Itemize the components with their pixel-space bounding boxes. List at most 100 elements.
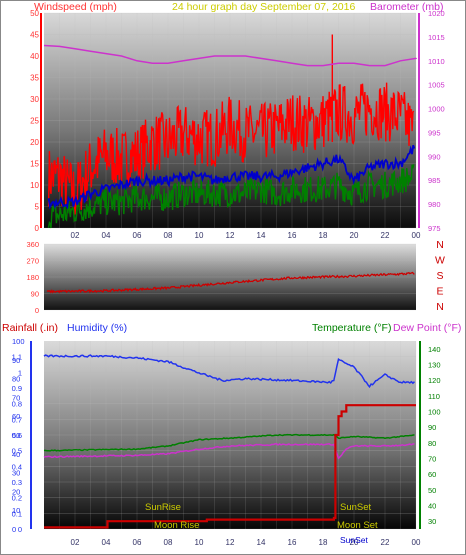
hour-tick-label: 00 [412,231,421,240]
windspeed-tick-label: 20 [30,138,39,147]
rainfall-tick-label: 0.1 [12,509,22,518]
windspeed-gust-line [47,82,415,215]
hour-tick-label: 08 [164,538,173,547]
hour-tick-label: 14 [257,231,266,240]
temperature-tick-label: 70 [428,455,436,464]
temperature-tick-label: 140 [428,345,441,354]
barometer-tick-label: 975 [428,224,441,233]
windspeed-tick-label: 10 [30,181,39,190]
barometer-tick-label: 1020 [428,9,445,18]
moonrise-label: Moon Rise [154,520,199,531]
compass-label: S [436,270,443,282]
temperature-line [43,433,415,452]
humidity-tick-label: 70 [12,393,20,402]
humidity-tick-label: 90 [12,356,20,365]
moonset-label: Moon Set [337,520,378,531]
barometer-tick-label: 980 [428,200,441,209]
barometer-tick-label: 1000 [428,105,445,114]
sunset-axis-marker: SunSet [340,535,369,545]
sunrise-label: SunRise [145,502,181,513]
rainfall-tick-label: 0.6 [12,431,22,440]
hour-tick-label: 08 [164,231,173,240]
temperature-tick-label: 130 [428,361,441,370]
humidity-tick-label: 80 [12,375,20,384]
rainfall-tick-label: 0 [18,525,22,534]
hour-tick-label: 06 [133,231,142,240]
rainfall-tick-label: 0.5 [12,447,22,456]
windspeed-axis-title: Windspeed (mph) [34,1,117,13]
humidity-tick-label: 20 [12,487,20,496]
windspeed-tick-label: 45 [30,31,39,40]
direction-panel-grid [44,243,416,311]
rainfall-tick-label: 0.7 [12,415,22,424]
hour-tick-label: 04 [102,231,111,240]
humidity-tick-label: 100 [12,337,25,346]
temperature-axis-title: Temperature (°F) [312,322,391,334]
hour-tick-label: 06 [133,538,142,547]
hour-tick-label: 12 [226,538,235,547]
hour-tick-label: 00 [412,538,421,547]
windspeed-tick-label: 35 [30,74,39,83]
compass-label: E [436,286,443,298]
hour-tick-label: 14 [257,538,266,547]
direction-tick-label: 0 [35,306,39,315]
barometer-axis-title: Barometer (mb) [370,1,444,13]
direction-tick-label: 360 [26,240,39,249]
rainfall-axis-title: Rainfall (.in) [2,322,58,334]
chart-title: 24 hour graph day September 07, 2016 [172,1,355,13]
barometer-tick-label: 1010 [428,57,445,66]
windspeed-tick-label: 0 [35,224,40,233]
temperature-tick-label: 110 [428,392,440,401]
rainfall-tick-label: 0.9 [12,384,22,393]
humidity-tick-label: 60 [12,412,20,421]
humidity-tick-label: 30 [12,469,20,478]
barometer-tick-label: 1005 [428,81,445,90]
temperature-tick-label: 50 [428,486,436,495]
hour-tick-label: 02 [71,231,80,240]
hour-tick-label: 20 [350,231,359,240]
rainfall-tick-label: 0.2 [12,494,22,503]
barometer-tick-label: 990 [428,152,441,161]
rainfall-tick-label: 0.4 [12,462,22,471]
barometer-line [43,44,417,67]
hour-tick-label: 16 [288,231,297,240]
rainfall-tick-label: 0.3 [12,478,22,487]
hour-tick-label: 10 [195,231,204,240]
temperature-tick-label: 30 [428,517,436,526]
climate-panel-grid [44,341,417,530]
hour-tick-label: 18 [319,231,328,240]
windspeed-average-line [47,144,416,210]
hour-tick-label: 02 [71,538,80,547]
hour-tick-label: 22 [381,231,390,240]
temperature-tick-label: 90 [428,423,436,432]
climate-panel-series [43,354,416,529]
windspeed-tick-label: 5 [35,203,40,212]
humidity-tick-label: 0 [12,525,16,534]
dewpoint-line [43,442,415,460]
humidity-line [43,354,416,389]
temperature-tick-label: 100 [428,408,441,417]
windspeed-tick-label: 15 [30,160,39,169]
hour-tick-label: 10 [195,538,204,547]
direction-panel-background [44,244,416,310]
hour-tick-label: 04 [102,538,111,547]
rainfall-tick-label: 0.8 [12,400,22,409]
compass-label: W [435,255,445,267]
windspeed-tick-label: 40 [30,52,39,61]
temperature-tick-label: 120 [428,376,441,385]
direction-tick-label: 90 [31,290,39,299]
windspeed-tick-label: 25 [30,117,39,126]
compass-label: N [436,301,444,313]
temperature-tick-label: 40 [428,502,436,511]
humidity-tick-label: 50 [12,431,20,440]
hour-tick-label: 22 [381,538,390,547]
rainfall-tick-label: 1 [18,368,22,377]
direction-tick-label: 270 [26,257,39,266]
rainfall-line [44,404,416,529]
humidity-tick-label: 40 [12,450,20,459]
barometer-tick-label: 995 [428,128,441,137]
temperature-tick-label: 60 [428,470,436,479]
